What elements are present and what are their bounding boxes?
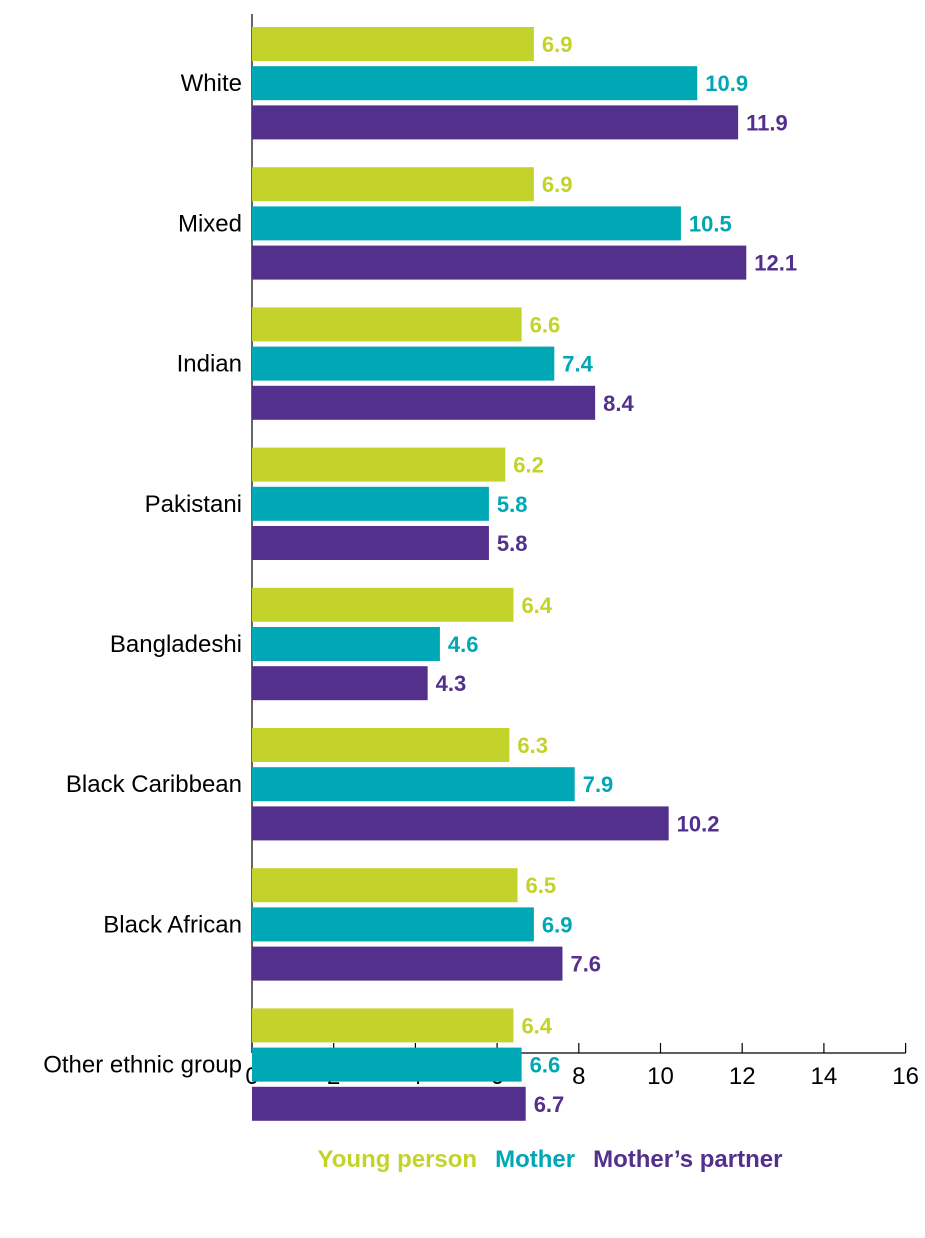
bar (252, 1008, 514, 1043)
bar (252, 167, 534, 202)
bar (252, 946, 563, 981)
data-label: 7.6 (570, 952, 601, 977)
bar (252, 666, 428, 701)
data-label: 6.4 (521, 593, 552, 618)
bar (252, 27, 534, 61)
bar (252, 767, 575, 802)
data-label: 6.6 (530, 312, 561, 337)
bar (252, 1086, 526, 1121)
data-label: 4.6 (448, 632, 479, 657)
data-label: 4.3 (436, 671, 467, 696)
bar (252, 868, 518, 903)
x-tick-label: 14 (811, 1063, 838, 1090)
data-label: 7.4 (562, 352, 593, 377)
legend: Young person Mother Mother’s partner (318, 1146, 783, 1173)
category-label: Pakistani (145, 491, 242, 518)
bar (252, 447, 506, 482)
data-label: 12.1 (754, 251, 797, 276)
chart-legend: Young person Mother Mother’s partner (318, 1146, 783, 1173)
x-tick-label: 16 (892, 1063, 919, 1090)
category-label: Bangladeshi (110, 631, 242, 658)
data-label: 6.9 (542, 172, 573, 197)
data-label: 8.4 (603, 391, 634, 416)
data-label: 5.8 (497, 531, 528, 556)
chart-bars (252, 27, 747, 1121)
bar (252, 307, 522, 342)
bar (252, 728, 510, 762)
data-label: 6.2 (513, 453, 544, 478)
bar (252, 346, 555, 381)
category-label: Black African (103, 911, 242, 938)
bar (252, 245, 747, 280)
data-label: 6.9 (542, 32, 573, 57)
data-label: 10.9 (705, 71, 748, 96)
category-label: Mixed (178, 210, 242, 237)
bar (252, 66, 698, 101)
chart-labels: 6.910.911.9White6.910.512.1Mixed6.67.48.… (43, 32, 797, 1117)
bar (252, 486, 489, 521)
x-tick-label: 10 (647, 1063, 674, 1090)
bar (252, 385, 596, 420)
bar (252, 806, 669, 841)
data-label: 6.4 (521, 1013, 552, 1038)
bar (252, 1047, 522, 1082)
legend-entry: Mother’s partner (593, 1146, 782, 1173)
x-tick-label: 8 (572, 1063, 585, 1090)
bar (252, 526, 489, 560)
category-label: Black Caribbean (66, 771, 242, 798)
data-label: 10.5 (689, 211, 732, 236)
data-label: 6.3 (517, 733, 548, 758)
bar (252, 627, 440, 661)
data-label: 6.6 (530, 1053, 561, 1078)
data-label: 11.9 (746, 110, 788, 135)
bar (252, 206, 681, 241)
category-label: Indian (177, 351, 242, 378)
data-label: 7.9 (583, 772, 614, 797)
bar (252, 105, 739, 140)
legend-entry: Young person (318, 1146, 478, 1173)
data-label: 10.2 (677, 811, 720, 836)
data-label: 6.5 (526, 873, 557, 898)
category-label: Other ethnic group (43, 1052, 242, 1079)
data-label: 6.9 (542, 912, 573, 937)
bar (252, 907, 534, 942)
data-label: 6.7 (534, 1092, 565, 1117)
legend-entry: Mother (495, 1146, 575, 1173)
x-tick-label: 12 (729, 1063, 756, 1090)
data-label: 5.8 (497, 492, 528, 517)
bar (252, 587, 514, 622)
category-label: White (181, 70, 242, 97)
